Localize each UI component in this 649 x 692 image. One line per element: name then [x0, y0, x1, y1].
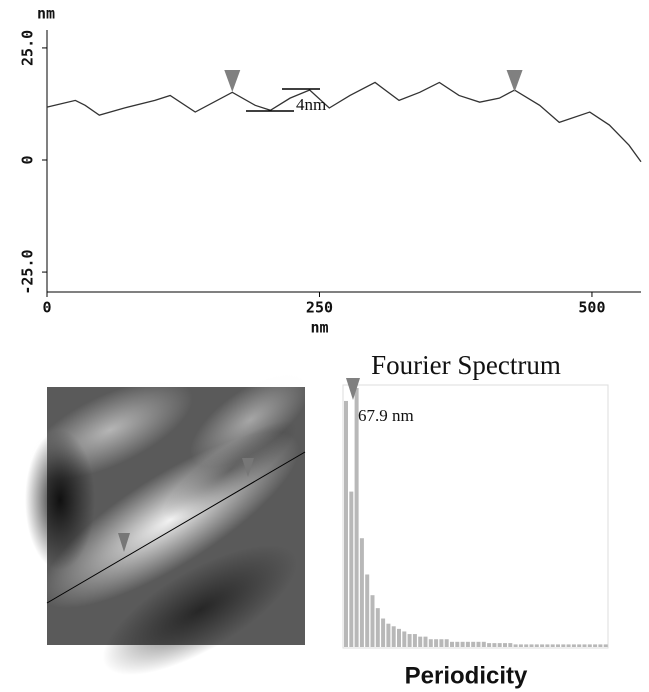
x-unit: nm [310, 319, 328, 337]
spectrum-bar [476, 641, 481, 647]
spectrum-bar [455, 641, 460, 647]
spectrum-bar [587, 644, 592, 647]
profile-line [46, 81, 642, 163]
spectrum-bar [465, 641, 470, 647]
x-tick-label: 0 [42, 299, 51, 317]
spectrum-bar [545, 644, 550, 647]
cursor-marker [506, 70, 523, 92]
spectrum-bar [571, 644, 576, 647]
spectrum-bar [529, 644, 534, 647]
spectrum-bar [349, 491, 354, 647]
spectrum-bar [540, 644, 545, 647]
spectrum-bar [423, 636, 428, 647]
spectrum-bar [344, 400, 348, 647]
spectrum-frame [342, 384, 609, 649]
spectrum-bar [561, 644, 566, 647]
spectrum-bar [370, 595, 375, 647]
y-tick-label: 0 [19, 155, 37, 164]
spectrum-bar [391, 626, 396, 647]
spectrum-bar [481, 641, 486, 647]
spectrum-bar [582, 644, 587, 647]
spectrum-bar [487, 643, 492, 647]
chart-title: Fourier Spectrum [371, 350, 561, 380]
peak-marker [346, 378, 360, 400]
spectrum-bar [407, 634, 412, 647]
spectrum-bar [359, 538, 364, 647]
spectrum-bar [428, 639, 433, 647]
spectrum-bar [471, 641, 476, 647]
spectrum-bar [354, 388, 359, 647]
spectrum-bar [603, 644, 608, 647]
annotation: 67.9 nm [358, 406, 414, 425]
x-tick-label: 500 [578, 299, 605, 317]
x-tick-label: 250 [306, 299, 333, 317]
spectrum-bar [375, 608, 380, 647]
spectrum-bar [550, 644, 555, 647]
spectrum-bar [365, 574, 370, 647]
spectrum-bar [513, 644, 518, 647]
spectrum-bar [439, 639, 444, 647]
spectrum-bar [593, 644, 598, 647]
spectrum-bar [566, 644, 571, 647]
spectrum-bar [397, 628, 401, 647]
spectrum-bar [386, 623, 391, 647]
afm-image [25, 372, 310, 675]
y-tick-label: 25.0 [19, 30, 37, 66]
spectrum-bar [598, 644, 603, 647]
spectrum-bar [412, 634, 417, 647]
spectrum-bar [556, 644, 560, 647]
x-axis-label: Periodicity [405, 662, 528, 689]
spectrum-bar [450, 641, 454, 647]
y-tick-label: -25.0 [19, 249, 37, 294]
spectrum-bar [492, 643, 497, 647]
annotation: 4nm [296, 95, 326, 114]
spectrum-bar [518, 644, 523, 647]
spectrum-bar [508, 643, 513, 647]
spectrum-bar [503, 643, 507, 647]
y-unit: nm [37, 5, 55, 23]
spectrum-bar [418, 636, 423, 647]
spectrum-bar [434, 639, 439, 647]
spectrum-bar [524, 644, 529, 647]
spectrum-bar [381, 618, 386, 647]
spectrum-bar [577, 644, 582, 647]
spectrum-bar [402, 631, 407, 647]
spectrum-bar [460, 641, 465, 647]
spectrum-bar [444, 639, 449, 647]
cursor-marker [224, 70, 241, 92]
spectrum-bar [534, 644, 539, 647]
spectrum-bar [497, 643, 502, 647]
